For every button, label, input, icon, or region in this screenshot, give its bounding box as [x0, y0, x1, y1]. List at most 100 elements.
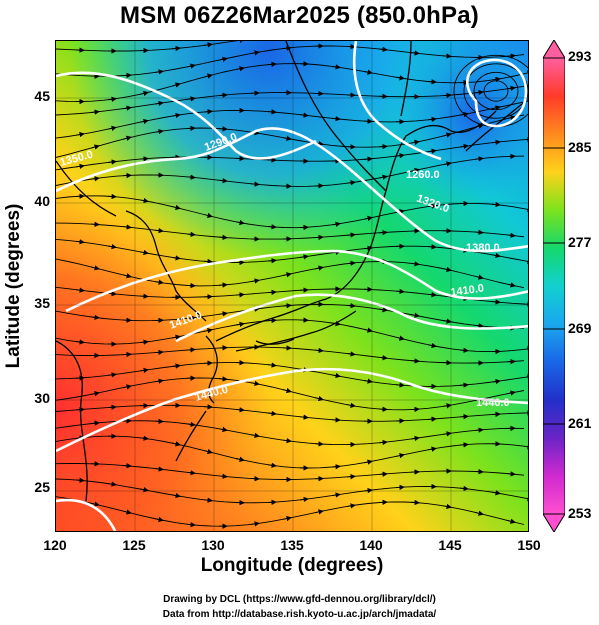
x-tick-label: 125: [122, 537, 146, 553]
wind-arrow: [75, 239, 85, 245]
wind-arrow: [282, 45, 292, 51]
wind-arrow: [474, 510, 484, 516]
wind-arrow: [459, 143, 469, 150]
wind-arrow: [186, 521, 196, 528]
wind-arrow: [314, 441, 324, 447]
wind-arrow: [186, 96, 196, 102]
wind-arrow: [474, 274, 484, 280]
wind-arrow: [107, 481, 117, 487]
wind-arrow: [427, 292, 437, 298]
wind-arrow: [523, 136, 528, 143]
streamline: [56, 238, 525, 263]
wind-arrow: [250, 380, 260, 387]
wind-arrow: [75, 406, 85, 413]
wind-arrow: [90, 391, 100, 397]
y-tick-label: 25: [34, 479, 50, 495]
wind-arrow: [235, 292, 245, 298]
wind-arrow: [346, 260, 356, 266]
wind-arrow: [410, 358, 420, 364]
wind-arrow: [459, 382, 469, 388]
wind-arrow: [346, 303, 356, 309]
wind-arrow: [107, 243, 117, 250]
wind-arrow: [154, 69, 164, 75]
wind-arrow: [523, 444, 528, 450]
wind-arrow: [442, 403, 452, 409]
wind-arrow: [267, 258, 277, 264]
wind-arrow: [282, 515, 292, 522]
wind-arrow: [331, 492, 341, 498]
wind-arrow: [90, 314, 100, 321]
wind-arrow: [363, 459, 373, 465]
wind-arrow: [331, 464, 341, 470]
contour-label: 1380.0: [466, 242, 500, 254]
wind-arrow: [491, 139, 501, 145]
wind-arrow: [75, 131, 85, 138]
wind-arrow: [139, 435, 149, 441]
wind-arrow: [523, 374, 528, 380]
wind-arrow: [218, 56, 228, 62]
wind-arrow: [218, 473, 228, 479]
wind-arrow: [491, 378, 501, 385]
wind-arrow: [395, 335, 405, 341]
wind-arrow: [122, 135, 132, 141]
wind-arrow: [491, 105, 501, 111]
colorbar-tick-label: 293: [568, 48, 592, 64]
wind-arrow: [218, 282, 228, 288]
wind-arrow: [171, 363, 181, 369]
wind-arrow: [186, 315, 196, 321]
wind-arrow: [442, 53, 452, 59]
wind-arrow: [491, 490, 501, 496]
wind-arrow: [363, 156, 373, 162]
wind-arrow: [154, 100, 164, 107]
colorbar-top-triangle: [543, 40, 565, 59]
wind-arrow: [171, 204, 181, 211]
wind-arrow: [395, 484, 405, 491]
wind-arrow: [314, 395, 324, 402]
wind-arrow: [395, 152, 405, 159]
wind-arrow: [442, 503, 452, 510]
wind-arrow: [299, 414, 309, 420]
wind-arrow: [267, 61, 277, 68]
wind-arrow: [171, 492, 181, 499]
colorbar-tick-label: 261: [568, 415, 592, 431]
wind-arrow: [154, 418, 164, 425]
y-tick-label: 30: [34, 390, 50, 406]
wind-arrow: [250, 181, 260, 187]
wind-arrow: [378, 439, 388, 446]
wind-arrow: [186, 174, 196, 180]
wind-arrow: [171, 82, 181, 88]
wind-arrow: [410, 50, 420, 56]
wind-arrow: [218, 92, 228, 98]
streamline: [56, 435, 525, 469]
wind-arrow: [122, 72, 132, 79]
wind-arrow: [346, 43, 356, 50]
wind-arrow: [427, 116, 437, 123]
wind-arrow: [474, 89, 484, 96]
colorbar-gradient: [543, 57, 565, 515]
wind-arrow: [506, 390, 516, 396]
wind-arrow: [282, 387, 292, 394]
wind-arrow: [474, 156, 484, 162]
wind-arrow: [139, 367, 149, 374]
wind-arrow: [75, 477, 85, 483]
wind-arrow: [491, 252, 501, 259]
wind-arrow: [474, 427, 484, 433]
wind-arrow: [378, 229, 388, 236]
wind-arrow: [203, 327, 213, 334]
wind-arrow: [378, 406, 388, 412]
colorbar-tick-label: 277: [568, 234, 592, 250]
wind-arrow: [331, 417, 341, 423]
wind-arrow: [267, 362, 277, 368]
wind-arrow: [186, 421, 196, 428]
streamline: [56, 41, 238, 52]
wind-arrow: [378, 471, 388, 477]
wind-arrow: [459, 347, 469, 353]
streamline: [56, 286, 525, 305]
wind-arrow: [427, 79, 437, 85]
wind-arrow: [90, 420, 100, 426]
wind-arrow: [331, 64, 341, 70]
wind-arrow: [410, 312, 420, 318]
wind-arrow: [154, 516, 164, 523]
wind-arrow: [410, 261, 420, 267]
wind-arrow: [107, 290, 117, 297]
